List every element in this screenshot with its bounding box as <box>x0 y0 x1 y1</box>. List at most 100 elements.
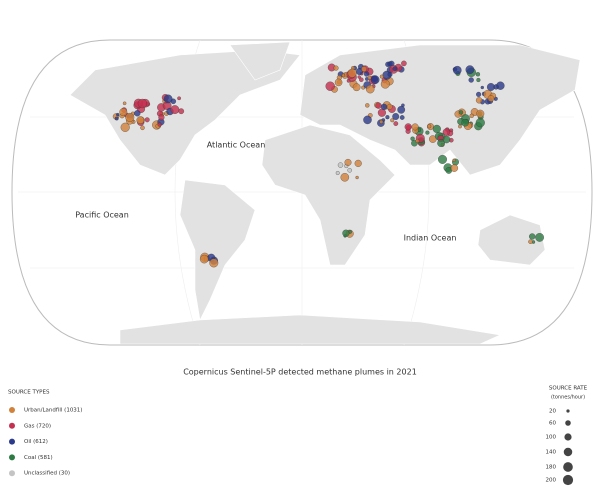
legend-title: SOURCE RATE <box>549 386 588 392</box>
size-swatch <box>563 447 573 457</box>
legend-swatch <box>9 422 15 429</box>
plume-dot <box>493 84 499 90</box>
plume-dot <box>365 103 370 108</box>
plume-dot <box>461 119 469 127</box>
plume-dot <box>209 258 219 268</box>
plume-dot <box>404 123 412 131</box>
legend-label: Unclassified (30) <box>24 471 70 477</box>
plume-dot <box>370 75 380 85</box>
size-label: 140 <box>546 450 557 456</box>
plume-dot <box>399 115 405 120</box>
plume-dot <box>392 113 400 120</box>
plume-dot <box>475 97 483 104</box>
size-swatch <box>565 420 571 426</box>
plume-dot <box>379 119 384 124</box>
legend: Urban/Landfill (1031) Gas (720) Oil (612) C… <box>9 407 574 486</box>
plume-dot <box>449 128 454 133</box>
legend-title: SOURCE TYPES <box>8 390 50 396</box>
map-title: Copernicus Sentinel-5P detected methane … <box>183 368 417 377</box>
plume-dot <box>380 79 390 89</box>
legend-swatch <box>9 407 15 413</box>
plume-dot <box>452 158 456 162</box>
legend-label: Oil (612) <box>24 439 48 445</box>
plume-dot <box>453 65 462 75</box>
legend-label: Gas (720) <box>24 423 51 429</box>
plume-dot <box>361 66 367 72</box>
size-label: 180 <box>546 465 557 471</box>
plume-dot <box>475 72 481 77</box>
plume-dot <box>347 68 357 78</box>
plume-dot <box>442 135 451 144</box>
plume-dot <box>465 65 475 75</box>
plume-dot <box>475 118 485 128</box>
plume-dot <box>528 239 533 244</box>
plume-dot <box>442 128 451 136</box>
plume-dot <box>365 84 375 94</box>
size-label: 100 <box>546 435 557 441</box>
plume-dot <box>437 139 445 147</box>
plume-dot <box>144 117 150 123</box>
plume-dot <box>397 105 406 114</box>
plume-dot <box>401 60 407 67</box>
legend-label: Urban/Landfill (1031) <box>24 408 82 414</box>
plume-dot <box>379 74 384 79</box>
plume-dot <box>134 110 141 117</box>
legend-label: Coal (581) <box>24 455 53 461</box>
plume-dot <box>375 102 382 109</box>
plume-dot <box>354 159 362 167</box>
ocean-label: Indian Ocean <box>404 234 457 243</box>
plume-dots <box>112 60 544 268</box>
plume-dot <box>363 115 372 125</box>
plume-dot <box>136 116 145 125</box>
plume-dot <box>390 118 395 123</box>
size-swatch <box>564 433 572 441</box>
plume-dot <box>363 71 370 77</box>
plume-dot <box>344 158 352 166</box>
plume-dot <box>120 122 130 132</box>
plume-dot <box>114 116 119 121</box>
plume-dot <box>177 96 181 101</box>
plume-dot <box>337 162 344 168</box>
plume-dot <box>346 78 351 83</box>
plume-dot <box>476 109 485 118</box>
legend-swatch <box>9 438 15 445</box>
legend-swatch <box>9 454 15 461</box>
plume-dot <box>427 124 432 129</box>
plume-dot <box>487 95 495 102</box>
plume-dot <box>425 130 430 135</box>
plume-dot <box>386 103 393 110</box>
plume-dot <box>476 91 482 97</box>
size-label: 20 <box>549 409 556 415</box>
plume-dot <box>450 164 459 172</box>
plume-dot <box>137 98 148 109</box>
plume-dot <box>119 108 128 117</box>
plume-dot <box>158 114 165 121</box>
plume-dot <box>392 66 398 72</box>
plume-dot <box>480 85 484 90</box>
plume-dot <box>157 122 162 127</box>
plume-dot <box>140 125 145 131</box>
plume-dot <box>335 171 340 175</box>
plume-dot <box>170 105 180 114</box>
ocean-label: Atlantic Ocean <box>207 141 266 150</box>
plume-dot <box>333 65 339 71</box>
plume-dot <box>411 123 419 131</box>
legend-swatch <box>9 470 15 477</box>
size-swatch <box>563 462 573 472</box>
ocean-label: Pacific Ocean <box>75 211 129 220</box>
size-swatch <box>562 474 574 486</box>
plume-dot <box>415 138 420 144</box>
legend-unit: (tonnes/hour) <box>551 395 585 401</box>
plume-dot <box>355 175 359 180</box>
size-swatch <box>566 409 570 413</box>
plume-dot <box>178 108 185 115</box>
size-label: 200 <box>546 478 557 484</box>
plume-dot <box>529 233 536 240</box>
plume-dot <box>122 101 127 106</box>
plume-dot <box>125 112 135 122</box>
plume-dot <box>476 77 481 83</box>
plume-dot <box>385 115 390 120</box>
plume-dot <box>163 94 173 104</box>
plume-dot <box>340 173 350 182</box>
